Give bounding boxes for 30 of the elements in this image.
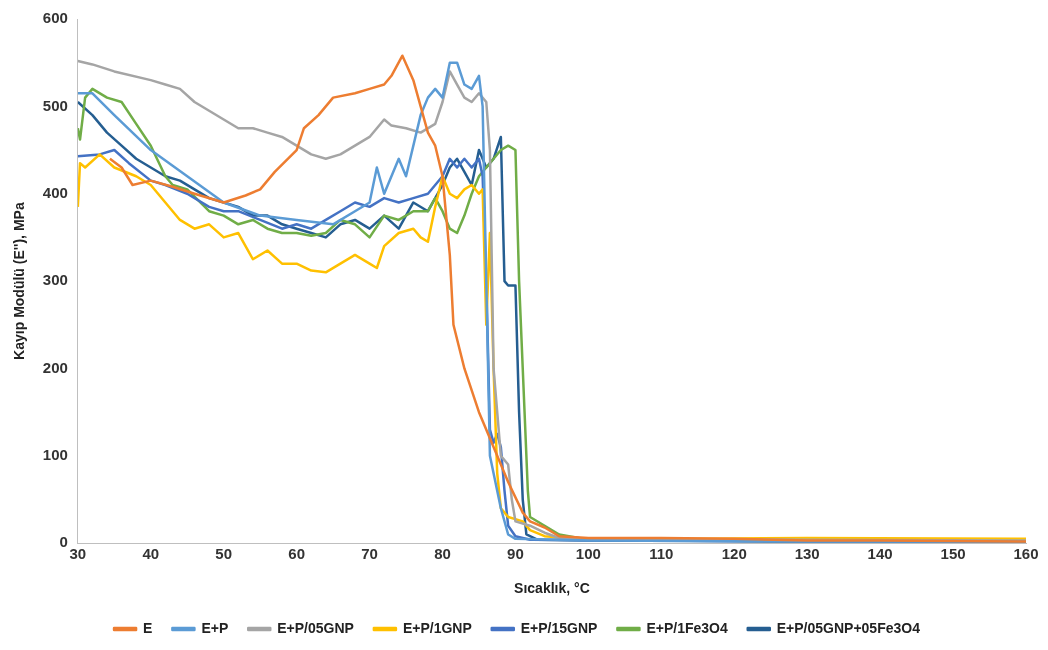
- x-tick-label: 160: [1013, 545, 1039, 563]
- y-tick-label: 300: [42, 271, 68, 289]
- x-axis-title: Sıcaklık, °C: [514, 580, 590, 597]
- legend-label: E+P/15GNP: [520, 619, 598, 636]
- x-tick-label: 50: [215, 545, 233, 563]
- x-tick-label: 130: [794, 545, 820, 563]
- legend-label: E+P/05GNP: [277, 619, 354, 636]
- x-tick-label: 110: [649, 545, 674, 563]
- legend-label: E+P/05GNP+05Fe3O4: [776, 619, 921, 636]
- x-tick-label: 40: [142, 545, 160, 563]
- legend-label: E+P/1Fe3O4: [646, 619, 728, 636]
- x-tick-label: 150: [940, 545, 966, 563]
- x-tick-label: 30: [69, 545, 87, 563]
- legend-label: E+P: [201, 619, 229, 636]
- x-tick-label: 60: [288, 545, 305, 563]
- y-tick-label: 600: [42, 9, 68, 27]
- x-tick-label: 70: [361, 545, 378, 563]
- x-tick-label: 120: [721, 545, 747, 563]
- y-tick-label: 0: [59, 533, 68, 551]
- legend-label: E: [143, 619, 153, 636]
- legend-label: E+P/1GNP: [402, 619, 472, 636]
- x-tick-label: 140: [867, 545, 893, 563]
- x-tick-label: 80: [434, 545, 451, 563]
- y-tick-label: 500: [42, 96, 68, 114]
- y-axis-title: Kayıp Modülü (E''), MPa: [11, 202, 28, 360]
- x-tick-label: 90: [507, 545, 524, 563]
- y-tick-label: 400: [42, 183, 68, 201]
- x-tick-label: 100: [575, 545, 601, 563]
- y-tick-label: 200: [42, 358, 68, 376]
- y-tick-label: 100: [42, 445, 68, 463]
